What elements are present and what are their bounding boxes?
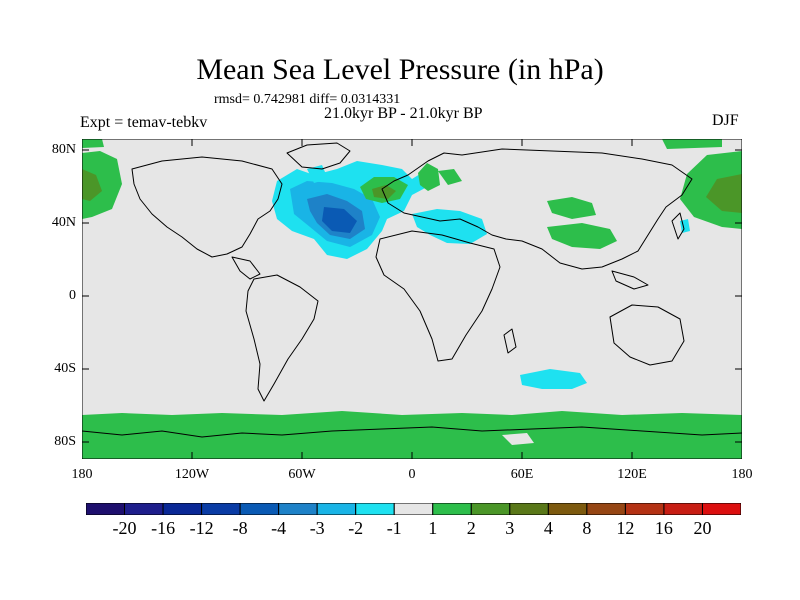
season-label: DJF bbox=[712, 112, 739, 129]
colorbar-box bbox=[624, 503, 665, 515]
colorbar-box bbox=[393, 503, 434, 515]
lat-label-0: 0 bbox=[69, 288, 76, 303]
coastlines bbox=[82, 142, 742, 438]
colorbar bbox=[86, 503, 741, 515]
colorbar-label: -1 bbox=[386, 518, 402, 538]
colorbar-box bbox=[509, 503, 549, 515]
colorbar-box bbox=[239, 503, 280, 515]
coast-indonesia bbox=[611, 270, 649, 290]
shade-central-asia-positive bbox=[547, 197, 596, 219]
colorbar-label: 12 bbox=[616, 518, 635, 538]
colorbar-label: 3 bbox=[505, 518, 515, 538]
colorbar-label: -4 bbox=[271, 518, 287, 538]
coast-madagascar bbox=[503, 328, 517, 354]
colorbar-label: 20 bbox=[693, 518, 712, 538]
pressure-shading bbox=[82, 139, 742, 459]
colorbar-box bbox=[663, 503, 703, 515]
colorbar-box bbox=[124, 503, 164, 515]
colorbar-box bbox=[86, 503, 126, 515]
shade-southern-ocean-minus1 bbox=[520, 369, 587, 389]
coast-japan bbox=[671, 212, 685, 240]
colorbar-box bbox=[201, 503, 241, 515]
colorbar-label: 16 bbox=[654, 518, 673, 538]
colorbar-box bbox=[470, 503, 511, 515]
colorbar-box bbox=[278, 503, 318, 515]
colorbar-label: -3 bbox=[309, 518, 325, 538]
shade-arctic-right bbox=[662, 139, 722, 149]
colorbar-label: -2 bbox=[348, 518, 364, 538]
shade-arctic-left bbox=[82, 139, 104, 148]
lat-label-40s: 40S bbox=[54, 361, 76, 376]
colorbar-label: -16 bbox=[151, 518, 176, 538]
coast-central-america bbox=[231, 256, 261, 280]
colorbar-label: 1 bbox=[428, 518, 438, 538]
shade-labrador-minus1 bbox=[307, 165, 328, 183]
map-title: Mean Sea Level Pressure (in hPa) bbox=[196, 53, 604, 86]
colorbar-label: -20 bbox=[112, 518, 137, 538]
colorbar-label: -8 bbox=[232, 518, 248, 538]
shade-atlantic-minus4 bbox=[322, 207, 357, 233]
colorbar-box bbox=[701, 503, 741, 515]
shade-nw-pacific-core bbox=[82, 169, 102, 201]
colorbar-label: 2 bbox=[466, 518, 476, 538]
coast-africa bbox=[375, 230, 501, 362]
colorbar-box bbox=[316, 503, 357, 515]
coast-north-america bbox=[131, 156, 283, 258]
colorbar-label: -12 bbox=[189, 518, 214, 538]
coast-south-america bbox=[245, 274, 319, 402]
colorbar-box bbox=[355, 503, 395, 515]
coast-eurasia bbox=[381, 148, 693, 270]
coast-greenland bbox=[286, 142, 351, 170]
lon-label-60e: 60E bbox=[510, 467, 534, 482]
world-map bbox=[82, 139, 742, 459]
lon-label-180w: 180 bbox=[71, 467, 93, 482]
lon-label-120e: 120E bbox=[617, 467, 647, 482]
experiment-label: Expt = temav-tebkv bbox=[80, 114, 208, 131]
stats-line: rmsd= 0.742981 diff= 0.0314331 bbox=[214, 92, 401, 107]
colorbar-box bbox=[162, 503, 203, 515]
lat-label-40n: 40N bbox=[51, 215, 76, 230]
axis-ticks bbox=[82, 139, 742, 459]
colorbar-label: 4 bbox=[543, 518, 553, 538]
shade-ne-pacific-core bbox=[706, 174, 742, 213]
lon-label-120w: 120W bbox=[174, 467, 210, 482]
shade-scandinavia-positive bbox=[418, 163, 440, 191]
colorbar-label: 8 bbox=[582, 518, 592, 538]
lat-label-80s: 80S bbox=[54, 434, 76, 449]
shade-eurasia-small bbox=[438, 169, 462, 185]
coast-antarctica bbox=[82, 426, 742, 438]
colorbar-box bbox=[586, 503, 626, 515]
subtitle: 21.0kyr BP - 21.0kyr BP bbox=[324, 105, 483, 122]
shade-antarctic-gap bbox=[502, 433, 534, 445]
lon-label-0: 0 bbox=[408, 467, 416, 482]
lon-label-60w: 60W bbox=[288, 467, 316, 482]
colorbar-box bbox=[547, 503, 588, 515]
coast-australia bbox=[609, 304, 685, 366]
shade-antarctic-positive bbox=[82, 411, 742, 459]
shade-mediterranean-minus1 bbox=[412, 209, 487, 244]
lon-label-180e: 180 bbox=[731, 467, 753, 482]
shade-nw-pacific-positive bbox=[82, 151, 122, 219]
shade-tibet-positive bbox=[547, 223, 617, 249]
lat-label-80n: 80N bbox=[51, 142, 76, 157]
shade-europe-core bbox=[372, 185, 396, 199]
colorbar-box bbox=[432, 503, 472, 515]
